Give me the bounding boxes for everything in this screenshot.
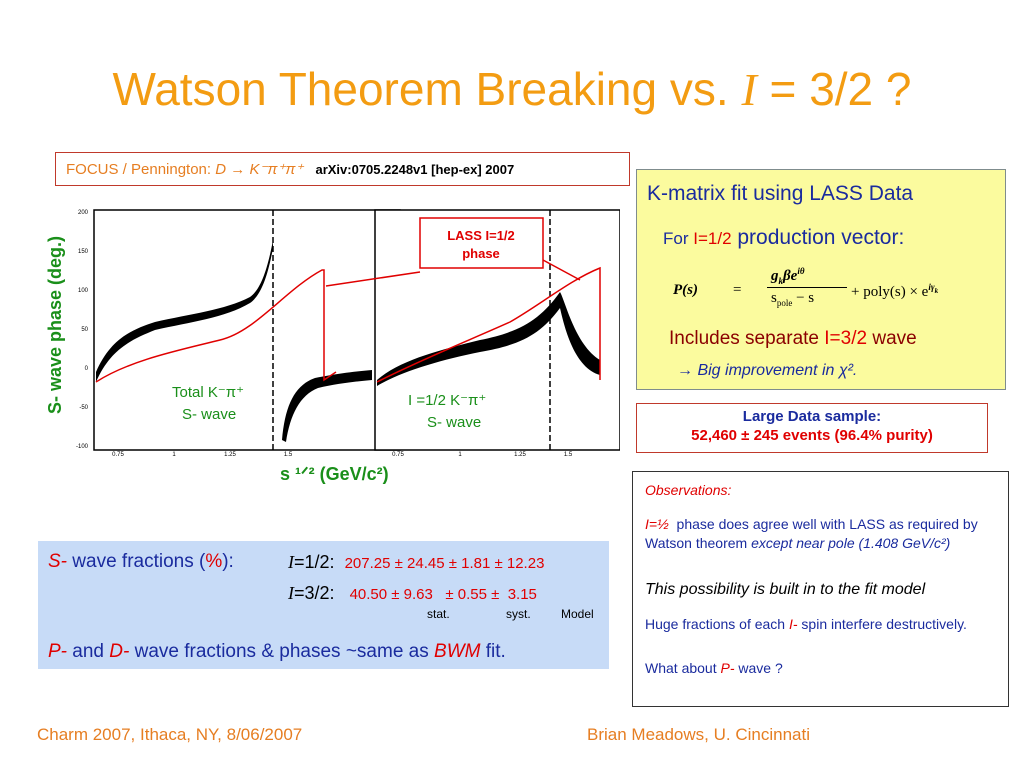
kmatrix-box: K-matrix fit using LASS Data For I=1/2 p… bbox=[636, 169, 1006, 390]
kmatrix-heading: K-matrix fit using LASS Data bbox=[647, 182, 914, 205]
left-data-band-2 bbox=[282, 370, 372, 442]
left-xtick: 1.25 bbox=[224, 452, 236, 458]
observation-item-1: I=½ phase does agree well with LASS as r… bbox=[645, 516, 978, 551]
lass-annotation-box bbox=[419, 217, 544, 269]
left-plot-label-2: S- wave bbox=[182, 406, 236, 423]
left-xtick: 1.5 bbox=[284, 452, 293, 458]
pd-wave-line: P- and D- wave fractions & phases ~same … bbox=[48, 641, 506, 662]
footer-left: Charm 2007, Ithaca, NY, 8/06/2007 bbox=[37, 725, 303, 744]
right-xtick: 1 bbox=[458, 452, 462, 458]
left-xtick: 1 bbox=[172, 452, 176, 458]
x-axis-label: s ¹ᐟ² (GeV/c²) bbox=[280, 464, 389, 484]
large-sample-title: Large Data sample: bbox=[742, 408, 882, 425]
col-stat: stat. bbox=[427, 607, 450, 621]
production-vector-line: For I=1/2 production vector: bbox=[663, 226, 905, 249]
right-xtick: 0.75 bbox=[392, 452, 404, 458]
focus-label: FOCUS / Pennington: bbox=[66, 161, 216, 178]
focus-reference-box: FOCUS / Pennington: D → K⁻π⁺π⁺ arXiv:070… bbox=[55, 152, 630, 186]
observations-box: Observations: I=½ phase does agree well … bbox=[632, 471, 1009, 707]
lass-label-2: phase bbox=[462, 246, 500, 261]
improvement-line: → Big improvement in χ². bbox=[677, 362, 858, 379]
wave-fractions-box: S- wave fractions (%): I=1/2: 207.25 ± 2… bbox=[38, 541, 609, 669]
focus-arrow: → bbox=[226, 161, 250, 178]
observation-item-3: Huge fractions of each I- spin interfere… bbox=[645, 616, 967, 632]
right-plot-label-2: S- wave bbox=[427, 414, 481, 431]
large-sample-box: Large Data sample: 52,460 ± 245 events (… bbox=[636, 403, 988, 453]
lass-label-1: LASS I=1/2 bbox=[447, 228, 515, 243]
footer-right: Brian Meadows, U. Cincinnati bbox=[587, 725, 810, 744]
right-plot-label-1: I =1/2 K⁻π⁺ bbox=[408, 392, 486, 409]
left-ytick: 150 bbox=[78, 249, 89, 255]
left-fit-curve bbox=[95, 269, 337, 383]
right-xtick: 1.5 bbox=[564, 452, 573, 458]
left-ytick: 0 bbox=[85, 366, 89, 372]
left-ytick: 100 bbox=[78, 288, 89, 294]
left-ytick: 200 bbox=[78, 210, 89, 216]
right-fit-curve bbox=[376, 266, 601, 383]
col-syst: syst. bbox=[506, 607, 531, 621]
left-plot-panel: 200 150 100 50 0 -50 -100 0.75 1 1.25 1.… bbox=[76, 209, 401, 458]
left-ytick: -100 bbox=[76, 444, 89, 450]
includes-line: Includes separate I=3/2 wave bbox=[669, 328, 917, 349]
observation-item-4: What about P- wave ? bbox=[645, 660, 783, 676]
large-sample-count: 52,460 ± 245 events (96.4% purity) bbox=[691, 427, 933, 444]
left-ytick: -50 bbox=[79, 405, 88, 411]
s-wave-label: S- wave fractions (%): bbox=[48, 551, 234, 572]
left-plot-label-1: Total K⁻π⁺ bbox=[172, 384, 244, 401]
slide-title: Watson Theorem Breaking vs. I = 3/2 ? bbox=[112, 63, 912, 115]
left-xtick: 0.75 bbox=[112, 452, 124, 458]
iso-three-half-row: I=3/2: 40.50 ± 9.63 ± 0.55 ± 3.15 bbox=[288, 583, 537, 603]
focus-d: D bbox=[215, 161, 227, 178]
arxiv-ref: arXiv:0705.2248v1 [hep-ex] 2007 bbox=[315, 162, 515, 177]
observations-heading: Observations: bbox=[645, 482, 732, 498]
formula: P(s) = gkβeiθ spole − s + poly(s) × eiγk bbox=[673, 266, 939, 308]
right-data-band bbox=[377, 292, 600, 386]
right-xtick: 1.25 bbox=[514, 452, 526, 458]
observation-item-2: This possibility is built in to the fit … bbox=[645, 581, 926, 598]
iso-half-row: I=1/2: 207.25 ± 24.45 ± 1.81 ± 12.23 bbox=[288, 552, 545, 572]
focus-decay: K⁻π⁺π⁺ bbox=[249, 161, 304, 178]
lass-pointer-right bbox=[542, 259, 581, 281]
phase-plots: 200 150 100 50 0 -50 -100 0.75 1 1.25 1.… bbox=[76, 209, 620, 458]
lass-pointer-left bbox=[325, 271, 421, 287]
left-ytick: 50 bbox=[81, 327, 88, 333]
col-model: Model bbox=[561, 607, 594, 621]
